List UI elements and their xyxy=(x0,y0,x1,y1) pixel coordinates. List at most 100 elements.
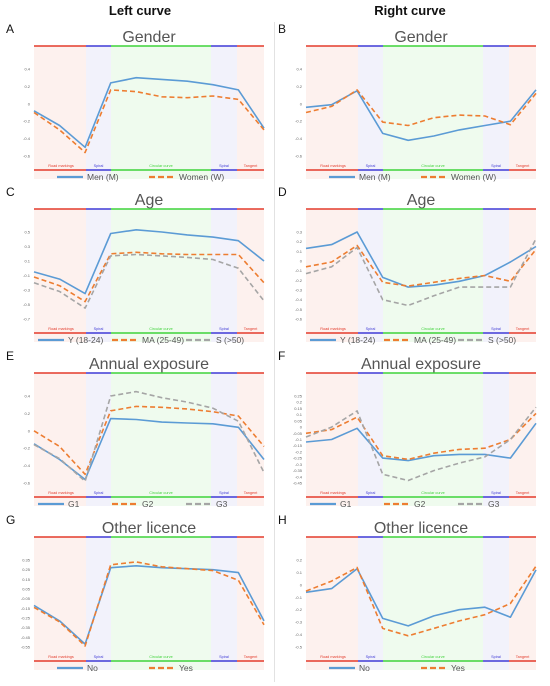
chart-panel-b: B Gender Road markings Spiral Circular curve… xyxy=(276,22,546,182)
y-tick-label: -0.4 xyxy=(295,474,303,479)
chart-title: Other licence xyxy=(102,520,196,537)
series-line xyxy=(305,244,537,287)
legend-label: Men (M) xyxy=(359,172,391,182)
chart-title: Age xyxy=(407,192,436,209)
y-tick-label: 0.3 xyxy=(24,244,30,249)
chart-panel-e: E Annual exposure Road markings Spiral Circu… xyxy=(4,349,274,509)
y-tick-label: 0.05 xyxy=(294,418,303,423)
y-tick-label: -0.05 xyxy=(293,431,303,436)
y-tick-label: -0.3 xyxy=(295,462,303,467)
chart-svg: Gender Road markings Spiral Circular curve S… xyxy=(23,29,265,182)
y-tick-label: -0.45 xyxy=(293,481,303,486)
y-tick-label: -0.4 xyxy=(295,136,303,141)
region-label: Circular curve xyxy=(421,327,444,331)
region-label: Road markings xyxy=(48,164,74,168)
chart-panel-d: D Age Road markings Spiral Circular curve Spi… xyxy=(276,185,546,345)
series-line xyxy=(305,406,537,482)
region-label: Tangent xyxy=(244,164,258,168)
region-label: Spiral xyxy=(366,655,376,659)
chart-panel-g: G Other licence Road markings Spiral Circula… xyxy=(4,513,274,673)
region-label: Spiral xyxy=(219,491,229,495)
region-band xyxy=(509,46,536,179)
panel-letter: A xyxy=(6,22,15,36)
left-column-header: Left curve xyxy=(108,3,172,18)
region-band xyxy=(111,209,211,342)
series-line xyxy=(33,405,265,476)
legend-label: MA (25-49) xyxy=(142,335,184,345)
y-tick-label: 0.35 xyxy=(22,558,31,563)
region-label: Spiral xyxy=(491,491,501,495)
chart-svg: Gender Road markings Spiral Circular curve S… xyxy=(295,29,537,182)
region-band xyxy=(34,373,86,506)
y-tick-label: -0.5 xyxy=(295,645,303,650)
region-label: Tangent xyxy=(516,655,530,659)
region-label: Road markings xyxy=(48,327,74,331)
series-line xyxy=(305,567,537,627)
region-band xyxy=(86,209,111,342)
y-tick-label: 0.1 xyxy=(296,249,302,254)
y-tick-label: -0.4 xyxy=(295,297,303,302)
y-tick-label: 0.4 xyxy=(24,394,30,399)
region-label: Circular curve xyxy=(421,655,444,659)
region-label: Spiral xyxy=(219,164,229,168)
y-tick-label: -0.2 xyxy=(295,449,303,454)
legend-label: No xyxy=(87,663,98,673)
chart-title: Annual exposure xyxy=(89,356,209,373)
y-tick-label: -0.5 xyxy=(295,307,303,312)
y-tick-label: 0 xyxy=(300,259,303,264)
panel-letter: B xyxy=(278,22,287,36)
y-tick-label: -0.45 xyxy=(21,635,31,640)
region-label: Road markings xyxy=(48,655,74,659)
region-band xyxy=(358,537,383,670)
region-label: Spiral xyxy=(94,655,104,659)
region-band xyxy=(211,46,237,179)
y-tick-label: -0.2 xyxy=(295,278,303,283)
series-line xyxy=(305,565,537,637)
chart-title: Other licence xyxy=(374,520,468,537)
y-tick-label: 0.2 xyxy=(296,84,302,89)
legend-label: Women (W) xyxy=(179,172,224,182)
region-label: Spiral xyxy=(491,164,501,168)
y-tick-label: -0.55 xyxy=(21,645,31,650)
y-tick-label: -0.1 xyxy=(295,437,303,442)
region-label: Circular curve xyxy=(149,655,172,659)
legend-label: Yes xyxy=(451,663,465,673)
y-tick-label: -0.4 xyxy=(23,136,31,141)
legend-label: G1 xyxy=(340,499,352,509)
region-band xyxy=(509,537,536,670)
y-tick-label: 0.25 xyxy=(294,394,303,399)
chart-svg: Other licence Road markings Spiral Circular… xyxy=(295,520,537,673)
region-band xyxy=(34,209,86,342)
chart-svg: Age Road markings Spiral Circular curve Spir… xyxy=(23,192,265,345)
series-line xyxy=(33,76,265,149)
series-line xyxy=(33,561,265,647)
y-tick-label: -0.4 xyxy=(23,463,31,468)
y-tick-label: 0.1 xyxy=(296,412,302,417)
region-band xyxy=(34,537,86,670)
y-tick-label: 0 xyxy=(300,425,303,430)
y-tick-label: 0.2 xyxy=(296,239,302,244)
y-tick-label: -0.25 xyxy=(21,616,31,621)
y-tick-label: 0.1 xyxy=(296,570,302,575)
region-band xyxy=(111,373,211,506)
region-label: Spiral xyxy=(94,327,104,331)
region-label: Circular curve xyxy=(149,327,172,331)
y-tick-label: -0.1 xyxy=(295,268,303,273)
y-tick-label: -0.6 xyxy=(23,154,31,159)
panel-letter: F xyxy=(278,349,286,363)
y-tick-label: -0.3 xyxy=(295,620,303,625)
legend-label: G1 xyxy=(68,499,80,509)
region-label: Spiral xyxy=(94,491,104,495)
y-tick-label: -0.3 xyxy=(295,288,303,293)
region-label: Tangent xyxy=(516,327,530,331)
region-label: Tangent xyxy=(516,491,530,495)
y-tick-label: -0.35 xyxy=(21,625,31,630)
region-label: Spiral xyxy=(219,327,229,331)
right-column-header: Right curve xyxy=(374,3,446,18)
legend-label: Yes xyxy=(179,663,193,673)
region-label: Spiral xyxy=(366,491,376,495)
y-tick-label: 0.5 xyxy=(24,230,30,235)
region-band xyxy=(483,373,509,506)
chart-title: Gender xyxy=(394,29,448,46)
legend-label: Men (M) xyxy=(87,172,119,182)
